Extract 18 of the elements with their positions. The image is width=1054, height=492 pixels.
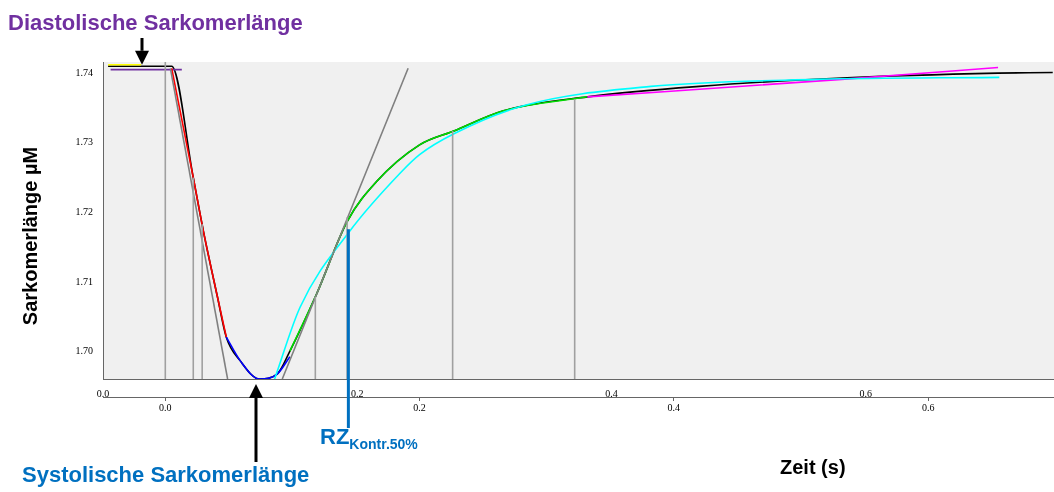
y-axis-title: Sarkomerlänge µM [18, 146, 42, 326]
y-tick-label: 1.70 [75, 345, 93, 357]
y-tick-label: 1.73 [75, 136, 93, 148]
x-tick-label: 0.2 [351, 387, 364, 399]
x-tick-label: 0.6 [859, 387, 873, 399]
y-tick-label: 1.71 [75, 275, 93, 287]
y-tick-label: 1.72 [75, 206, 93, 218]
x2-tick-label: 0.2 [413, 401, 426, 413]
y-tick-label: 1.74 [75, 66, 93, 78]
x2-tick-label: 0.0 [159, 401, 172, 413]
x2-tick-label: 0.4 [667, 401, 681, 413]
text: Systolische Sarkomerlänge [22, 462, 310, 488]
annotation: RZ$_{Kontr.50%}$ [320, 424, 418, 453]
x-tick-label: 0.0 [96, 387, 110, 399]
x2-tick-label: 0.6 [921, 401, 935, 413]
annotation: Diastolische Sarkomerlänge [8, 10, 303, 36]
x-axis-title: Zeit (s) [780, 456, 846, 479]
x-tick-label: 0.4 [605, 387, 618, 399]
